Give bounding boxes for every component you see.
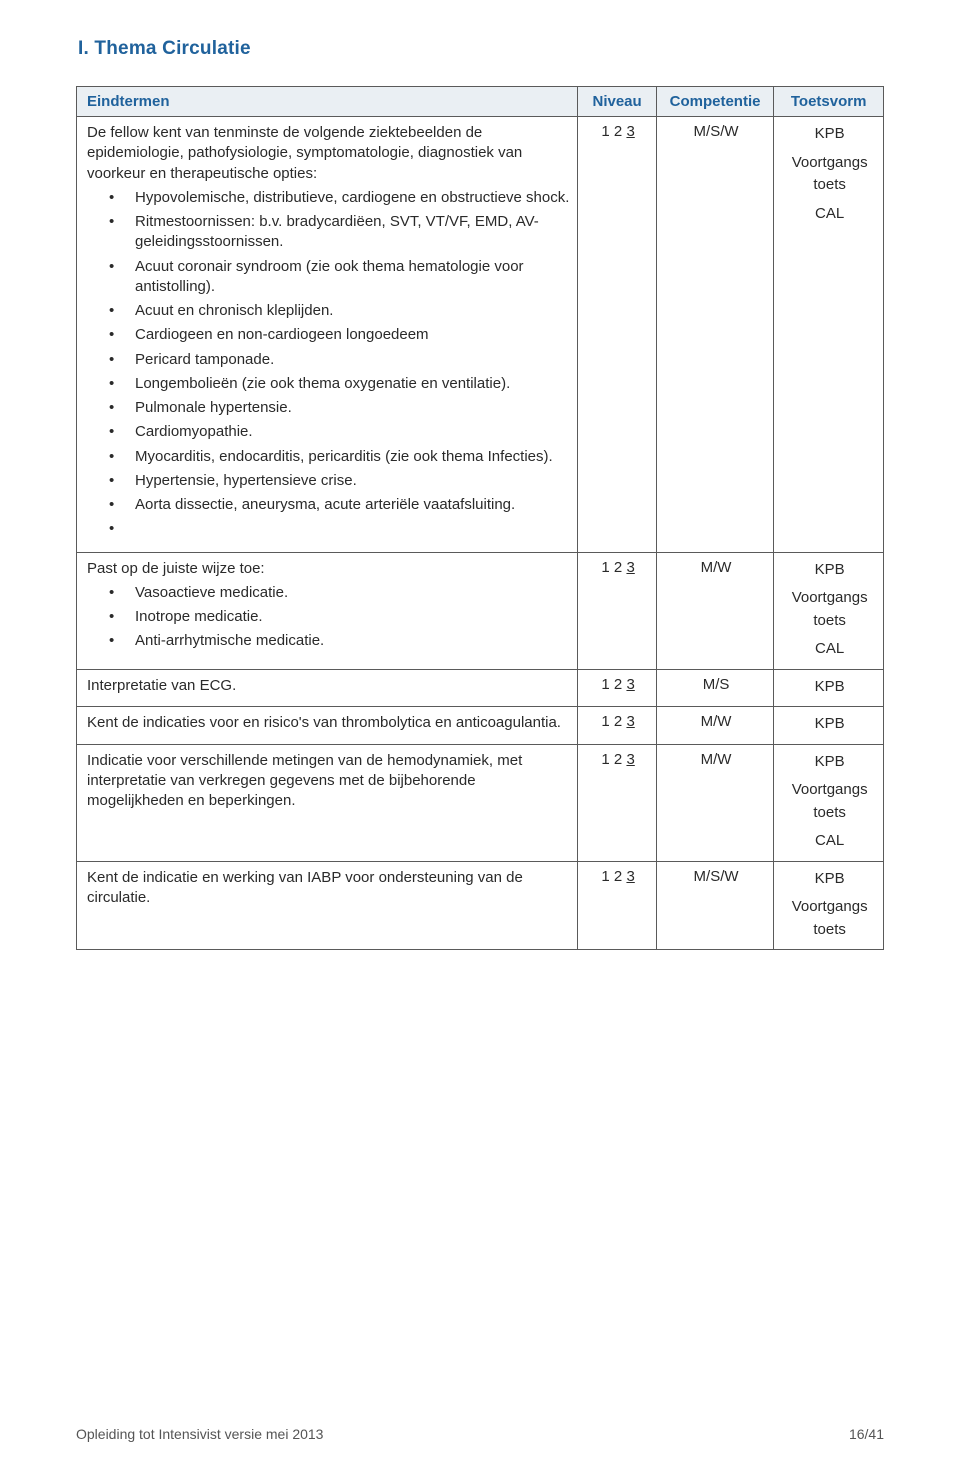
cell-competentie: M/W [656, 744, 774, 861]
row-intro: Past op de juiste wijze toe: [87, 559, 569, 579]
bullet-item: Cardiomyopathie. [135, 422, 569, 442]
bullet-item: Acuut en chronisch kleplijden. [135, 301, 569, 321]
toetsvorm-line: KPB [784, 559, 875, 582]
cell-niveau: 1 2 3 [578, 861, 656, 950]
bullet-item: Pericard tamponade. [135, 350, 569, 370]
bullet-item-blank [135, 519, 569, 539]
footer-left: Opleiding tot Intensivist versie mei 201… [76, 1426, 323, 1442]
col-competentie: Competentie [656, 87, 774, 117]
row-text: Kent de indicaties voor en risico's van … [87, 713, 569, 733]
toetsvorm-line: CAL [784, 203, 875, 226]
toetsvorm-line: CAL [784, 638, 875, 661]
table-row: Kent de indicaties voor en risico's van … [77, 707, 884, 745]
cell-toetsvorm: KPB [774, 669, 884, 707]
row-text: Kent de indicatie en werking van IABP vo… [87, 868, 569, 909]
bullet-item: Aorta dissectie, aneurysma, acute arteri… [135, 495, 569, 515]
toetsvorm-line: KPB [784, 676, 875, 699]
table-header-row: Eindtermen Niveau Competentie Toetsvorm [77, 87, 884, 117]
bullet-item: Myocarditis, endocarditis, pericarditis … [135, 447, 569, 467]
table-row: Interpretatie van ECG. 1 2 3M/S KPB [77, 669, 884, 707]
cell-toetsvorm: KPB [774, 707, 884, 745]
bullet-item: Ritmestoornissen: b.v. bradycardiëen, SV… [135, 212, 569, 253]
cell-competentie: M/S/W [656, 117, 774, 553]
bullet-item: Hypovolemische, distributieve, cardiogen… [135, 188, 569, 208]
table-body: De fellow kent van tenminste de volgende… [77, 117, 884, 950]
cell-eindtermen: Interpretatie van ECG. [77, 669, 578, 707]
cell-niveau: 1 2 3 [578, 707, 656, 745]
bullet-item: Cardiogeen en non-cardiogeen longoedeem [135, 325, 569, 345]
bullet-list: Hypovolemische, distributieve, cardiogen… [87, 188, 569, 540]
page: I. Thema Circulatie Eindtermen Niveau Co… [0, 0, 960, 1470]
cell-eindtermen: Kent de indicaties voor en risico's van … [77, 707, 578, 745]
cell-niveau: 1 2 3 [578, 552, 656, 669]
cell-competentie: M/S/W [656, 861, 774, 950]
toetsvorm-line: Voortgangs toets [784, 587, 875, 632]
cell-competentie: M/W [656, 707, 774, 745]
bullet-list: Vasoactieve medicatie. Inotrope medicatie… [87, 583, 569, 652]
col-eindtermen: Eindtermen [77, 87, 578, 117]
row-text: Interpretatie van ECG. [87, 676, 569, 696]
bullet-item: Longembolieën (zie ook thema oxygenatie … [135, 374, 569, 394]
toetsvorm-line: Voortgangs toets [784, 896, 875, 941]
table-row: De fellow kent van tenminste de volgende… [77, 117, 884, 553]
col-toetsvorm: Toetsvorm [774, 87, 884, 117]
row-intro: De fellow kent van tenminste de volgende… [87, 123, 569, 184]
toetsvorm-line: KPB [784, 751, 875, 774]
cell-niveau: 1 2 3 [578, 117, 656, 553]
cell-eindtermen: Kent de indicatie en werking van IABP vo… [77, 861, 578, 950]
cell-toetsvorm: KPB Voortgangs toets CAL [774, 552, 884, 669]
cell-toetsvorm: KPB Voortgangs toets CAL [774, 744, 884, 861]
bullet-item: Pulmonale hypertensie. [135, 398, 569, 418]
toetsvorm-line: Voortgangs toets [784, 152, 875, 197]
toetsvorm-line: KPB [784, 713, 875, 736]
cell-eindtermen: Indicatie voor verschillende metingen va… [77, 744, 578, 861]
table-row: Indicatie voor verschillende metingen va… [77, 744, 884, 861]
col-niveau: Niveau [578, 87, 656, 117]
toetsvorm-line: KPB [784, 868, 875, 891]
eindtermen-table: Eindtermen Niveau Competentie Toetsvorm … [76, 86, 884, 950]
cell-eindtermen: De fellow kent van tenminste de volgende… [77, 117, 578, 553]
footer-right: 16/41 [849, 1426, 884, 1442]
toetsvorm-line: CAL [784, 830, 875, 853]
bullet-item: Vasoactieve medicatie. [135, 583, 569, 603]
cell-competentie: M/S [656, 669, 774, 707]
cell-niveau: 1 2 3 [578, 744, 656, 861]
cell-competentie: M/W [656, 552, 774, 669]
table-row: Kent de indicatie en werking van IABP vo… [77, 861, 884, 950]
bullet-item: Hypertensie, hypertensieve crise. [135, 471, 569, 491]
bullet-item: Inotrope medicatie. [135, 607, 569, 627]
cell-toetsvorm: KPB Voortgangs toets [774, 861, 884, 950]
toetsvorm-line: Voortgangs toets [784, 779, 875, 824]
row-text: Indicatie voor verschillende metingen va… [87, 751, 569, 812]
toetsvorm-line: KPB [784, 123, 875, 146]
page-footer: Opleiding tot Intensivist versie mei 201… [76, 1426, 884, 1442]
cell-eindtermen: Past op de juiste wijze toe: Vasoactieve … [77, 552, 578, 669]
bullet-item: Anti-arrhytmische medicatie. [135, 631, 569, 651]
section-heading: I. Thema Circulatie [78, 38, 884, 60]
table-row: Past op de juiste wijze toe: Vasoactieve … [77, 552, 884, 669]
cell-niveau: 1 2 3 [578, 669, 656, 707]
cell-toetsvorm: KPB Voortgangs toets CAL [774, 117, 884, 553]
bullet-item: Acuut coronair syndroom (zie ook thema h… [135, 257, 569, 298]
